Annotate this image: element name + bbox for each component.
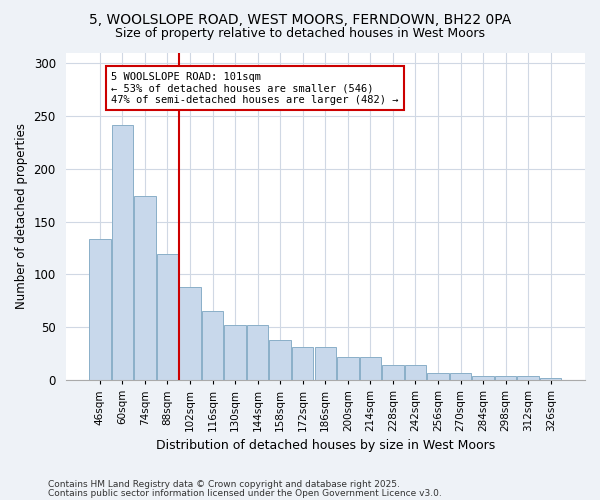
Bar — [292, 348, 313, 380]
Bar — [247, 325, 268, 380]
Bar — [472, 376, 494, 380]
Bar — [314, 348, 336, 380]
Y-axis label: Number of detached properties: Number of detached properties — [15, 124, 28, 310]
Bar — [337, 357, 359, 380]
Bar — [89, 240, 110, 380]
Bar — [405, 365, 426, 380]
Bar — [134, 196, 155, 380]
Bar — [495, 376, 517, 380]
Bar — [517, 376, 539, 380]
Text: Size of property relative to detached houses in West Moors: Size of property relative to detached ho… — [115, 28, 485, 40]
Bar — [269, 340, 291, 380]
Text: 5, WOOLSLOPE ROAD, WEST MOORS, FERNDOWN, BH22 0PA: 5, WOOLSLOPE ROAD, WEST MOORS, FERNDOWN,… — [89, 12, 511, 26]
Text: 5 WOOLSLOPE ROAD: 101sqm
← 53% of detached houses are smaller (546)
47% of semi-: 5 WOOLSLOPE ROAD: 101sqm ← 53% of detach… — [111, 72, 398, 104]
Bar — [540, 378, 562, 380]
Bar — [382, 365, 404, 380]
Bar — [202, 312, 223, 380]
X-axis label: Distribution of detached houses by size in West Moors: Distribution of detached houses by size … — [155, 440, 495, 452]
Bar — [224, 325, 246, 380]
Bar — [359, 357, 381, 380]
Bar — [450, 372, 471, 380]
Bar — [112, 126, 133, 380]
Bar — [157, 254, 178, 380]
Text: Contains public sector information licensed under the Open Government Licence v3: Contains public sector information licen… — [48, 489, 442, 498]
Text: Contains HM Land Registry data © Crown copyright and database right 2025.: Contains HM Land Registry data © Crown c… — [48, 480, 400, 489]
Bar — [179, 287, 201, 380]
Bar — [427, 372, 449, 380]
